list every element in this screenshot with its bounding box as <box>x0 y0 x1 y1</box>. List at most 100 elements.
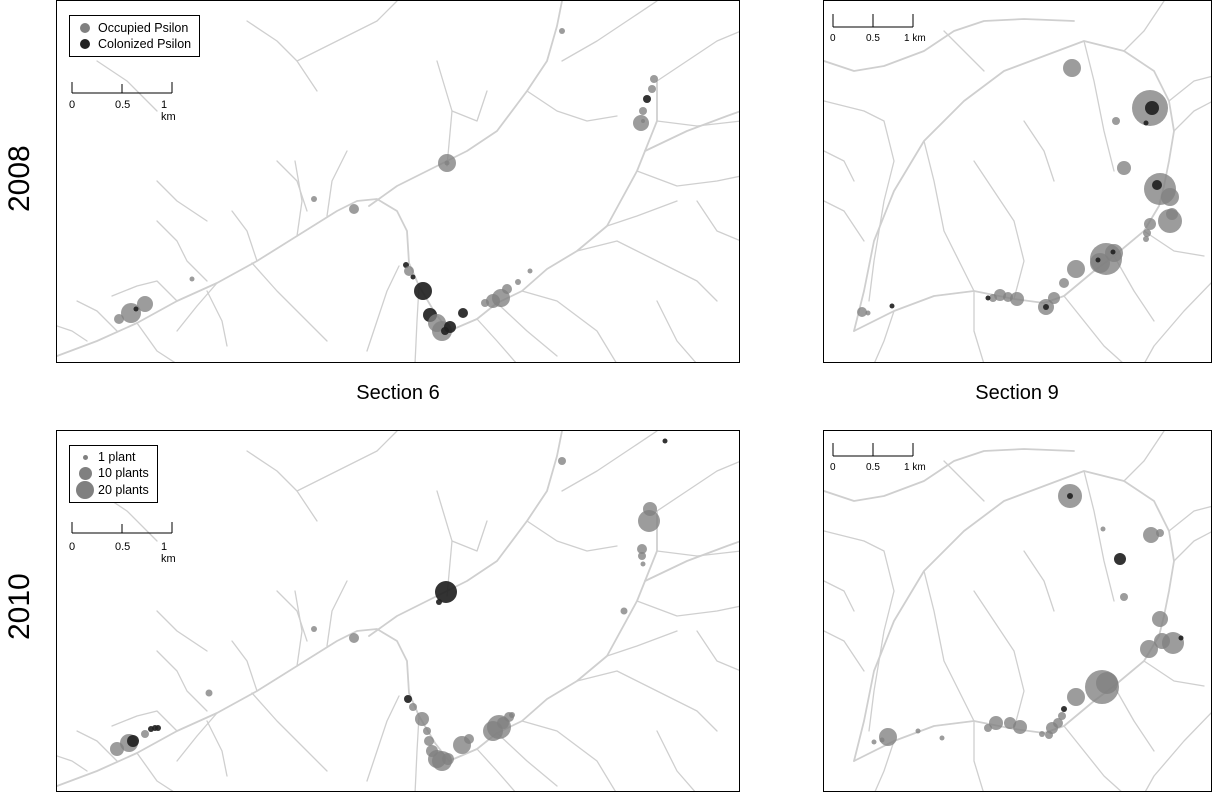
road-line <box>824 530 895 732</box>
road-line <box>824 580 855 612</box>
road-line <box>1143 660 1205 687</box>
road-line <box>526 520 618 552</box>
road-line <box>874 310 895 362</box>
road-line <box>156 610 208 652</box>
colonized-dot-icon <box>80 39 90 49</box>
road-line <box>853 470 1175 762</box>
colonized-site-marker <box>1145 101 1159 115</box>
road-line <box>824 100 895 302</box>
colonized-site-marker <box>441 327 449 335</box>
road-line <box>57 80 658 357</box>
road-line <box>1168 75 1211 102</box>
road-line <box>156 180 208 222</box>
road-line <box>368 1 563 207</box>
occupied-site-marker <box>1166 208 1178 220</box>
occupied-site-marker <box>1010 292 1024 306</box>
occupied-site-marker <box>1152 611 1168 627</box>
occupied-site-marker <box>640 561 646 567</box>
road-line <box>1063 295 1123 362</box>
road-line <box>824 448 1075 502</box>
map-section-6-2008: Occupied Psilon Colonized Psilon 0 0.5 1… <box>56 0 740 363</box>
road-line <box>436 490 453 597</box>
map-section-9-2010: 0 0.5 1 km <box>823 430 1212 792</box>
occupied-site-marker <box>1143 236 1149 242</box>
road-line <box>874 740 895 791</box>
occupied-site-marker <box>1162 632 1184 654</box>
scale-tick-half: 0.5 <box>115 99 131 111</box>
occupied-site-marker <box>1004 717 1016 729</box>
occupied-site-marker <box>879 728 897 746</box>
occupied-site-marker <box>1161 188 1179 206</box>
road-line <box>943 460 985 502</box>
colonized-site-marker <box>889 303 895 309</box>
row-label-2008: 2008 <box>3 145 36 212</box>
occupied-site-marker <box>1156 529 1164 537</box>
occupied-site-marker <box>648 85 656 93</box>
legend-item-20-plants: 20 plants <box>76 481 149 499</box>
occupied-site-marker <box>1140 640 1158 658</box>
occupied-site-marker <box>349 633 359 643</box>
road-line <box>943 30 985 72</box>
road-line <box>251 262 328 342</box>
road-line <box>476 748 516 791</box>
legend-item-10-plants: 10 plants <box>76 465 149 481</box>
map-section-9-2008: 0 0.5 1 km <box>823 0 1212 363</box>
occupied-site-marker <box>1144 218 1156 230</box>
occupied-site-marker <box>1013 720 1027 734</box>
occupied-site-marker <box>110 742 124 756</box>
occupied-site-marker <box>871 739 877 745</box>
legend-label: 1 plant <box>98 450 136 464</box>
road-line <box>176 282 218 332</box>
legend-label: 10 plants <box>98 466 149 480</box>
map-canvas <box>57 431 739 791</box>
occupied-site-marker <box>404 266 414 276</box>
col-label-section-9: Section 9 <box>975 382 1059 404</box>
occupied-site-marker <box>1063 59 1081 77</box>
road-line <box>366 695 400 782</box>
road-line <box>366 265 400 352</box>
occupied-site-marker <box>989 294 997 302</box>
colonized-site-marker <box>155 725 161 731</box>
road-line <box>576 240 718 302</box>
occupied-site-marker <box>409 703 417 711</box>
scale-bar: 0 0.5 1 km <box>69 521 181 565</box>
road-line <box>294 590 303 667</box>
map-canvas <box>824 431 1211 791</box>
road-line <box>1144 712 1211 791</box>
occupied-site-marker <box>444 160 450 166</box>
map-canvas <box>57 1 739 362</box>
road-line <box>246 450 318 522</box>
occupied-site-marker <box>1090 253 1110 273</box>
scale-tick-0: 0 <box>69 541 76 553</box>
occupied-site-marker <box>1067 260 1085 278</box>
scale-tick-0: 0 <box>830 33 836 44</box>
road-line <box>1113 685 1155 752</box>
occupied-site-marker <box>1112 117 1120 125</box>
road-line <box>923 140 975 292</box>
occupied-site-marker <box>559 28 565 34</box>
colonized-site-marker <box>985 295 991 301</box>
colonized-site-marker <box>662 438 668 444</box>
road-line <box>526 90 618 122</box>
colonized-site-marker <box>436 599 442 605</box>
road-line <box>176 712 218 762</box>
size-1-icon <box>82 454 88 460</box>
legend-item-colonized: Colonized Psilon <box>76 36 191 52</box>
colonized-site-marker <box>1043 304 1049 310</box>
occupied-site-marker <box>639 107 647 115</box>
road-line <box>644 540 739 582</box>
scale-tick-half: 0.5 <box>866 33 880 44</box>
road-line <box>1173 101 1211 132</box>
colonized-site-marker <box>1067 493 1073 499</box>
occupied-site-marker <box>1100 526 1106 532</box>
occupied-site-marker <box>620 607 628 615</box>
occupied-site-marker <box>527 268 533 274</box>
legend-label: 20 plants <box>98 483 149 497</box>
occupied-site-marker <box>1067 688 1085 706</box>
road-line <box>973 720 984 791</box>
scale-bar: 0 0.5 1 km <box>69 81 181 123</box>
road-line <box>1123 1 1165 52</box>
road-line <box>276 590 308 642</box>
road-line <box>973 160 1025 300</box>
colonized-site-marker <box>1110 249 1116 255</box>
